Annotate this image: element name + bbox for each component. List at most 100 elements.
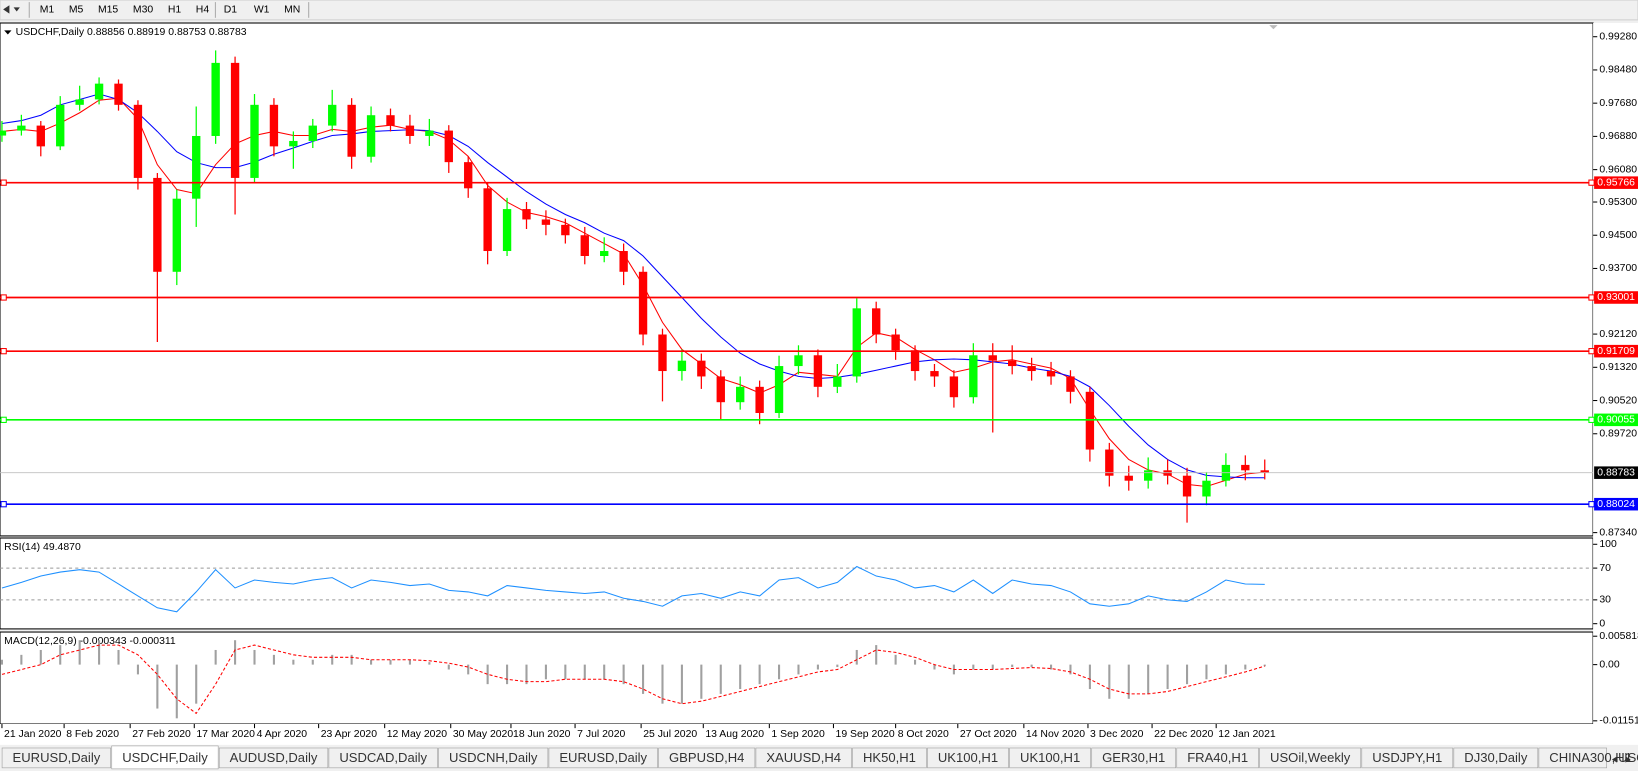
candle-body <box>405 125 415 136</box>
chart-tab[interactable]: XAUUSD,H4 <box>755 747 852 769</box>
tab-background <box>1176 747 1259 769</box>
tab-label[interactable]: AUDUSD,Daily <box>230 750 318 765</box>
y-tick-label: 0.89720 <box>1599 429 1637 440</box>
price-label-bg <box>1594 344 1638 358</box>
timeframe-button[interactable]: M15 <box>98 5 118 16</box>
candle-body <box>444 130 453 163</box>
price-label: 0.93001 <box>1597 292 1635 303</box>
chart-tab[interactable]: AUDUSD,Daily <box>218 747 329 769</box>
tab-background <box>755 747 852 769</box>
tab-background <box>658 747 756 769</box>
y-tick-label: 0.005818 <box>1599 631 1638 642</box>
tab-label[interactable]: USDCHF,Daily <box>122 750 208 765</box>
candle-body <box>366 115 376 157</box>
price-label: 0.88024 <box>1597 499 1635 510</box>
candle-body <box>541 219 551 225</box>
level-handle <box>1588 348 1595 355</box>
candle-body <box>172 198 181 272</box>
tab-background <box>1091 747 1177 769</box>
candle-body <box>1241 464 1250 471</box>
chart-tab[interactable]: DJ30,Daily <box>1453 747 1539 769</box>
x-tick-label: 19 Sep 2020 <box>836 729 895 740</box>
tab-label[interactable]: USDCAD,Daily <box>339 750 427 765</box>
price-label-bg <box>1594 413 1638 427</box>
tab-label[interactable]: FRA40,H1 <box>1187 750 1248 765</box>
candle-body <box>677 360 687 372</box>
chart-tab[interactable]: GER30,H1 <box>1091 747 1177 769</box>
tab-label[interactable]: UK100,H1 <box>1020 750 1080 765</box>
candle-body <box>1202 480 1211 497</box>
tab-label[interactable]: HK50,H1 <box>863 750 916 765</box>
chart-tab[interactable]: FRA40,H1 <box>1176 747 1259 769</box>
x-tick-label: 21 Jan 2020 <box>4 729 62 740</box>
timeframe-button[interactable]: M30 <box>133 5 153 16</box>
timeframe-button[interactable]: W1 <box>254 5 270 16</box>
chart-tab[interactable]: USDCAD,Daily <box>328 747 438 769</box>
tab-background <box>1009 747 1091 769</box>
candle-body <box>891 334 900 351</box>
tab-label[interactable]: CHINA300,H1 <box>1549 750 1632 765</box>
chart-tab[interactable]: CHINA300,H1 <box>1538 747 1632 769</box>
candle-body <box>483 188 492 252</box>
price-label: 0.91709 <box>1597 346 1635 357</box>
level-handle <box>1588 501 1595 508</box>
candle-body <box>988 355 997 361</box>
tab-scroll-arrows[interactable] <box>1611 756 1631 763</box>
tab-label[interactable]: EURUSD,Daily <box>13 750 101 765</box>
chart-tab[interactable]: USOil, <box>1618 750 1638 765</box>
toolbar-dropdown[interactable] <box>13 7 20 12</box>
x-tick-label: 7 Jul 2020 <box>577 729 625 740</box>
tab-label[interactable]: GBPUSD,H4 <box>669 750 744 765</box>
price-label: 0.95766 <box>1597 177 1635 188</box>
candle-body <box>230 62 240 178</box>
toolbar-icon[interactable] <box>3 5 10 14</box>
chart-tab[interactable]: GBPUSD,H4 <box>658 747 756 769</box>
candle-body <box>949 376 959 398</box>
tab-label[interactable]: USOil, <box>1618 750 1638 765</box>
chart-tab[interactable]: UK100,H1 <box>927 747 1009 769</box>
tab-label[interactable]: DJ30,Daily <box>1464 750 1528 765</box>
chart-tab[interactable]: USOil,Weekly <box>1259 747 1362 769</box>
tab-label[interactable]: UK100,H1 <box>938 750 998 765</box>
chart-tab[interactable]: USDCHF,Daily <box>111 745 219 770</box>
y-tick-label: 0.90520 <box>1599 395 1637 406</box>
chart-tab[interactable]: EURUSD,Daily <box>548 747 658 769</box>
tab-label[interactable]: XAUUSD,H4 <box>766 750 841 765</box>
x-tick-label: 14 Nov 2020 <box>1026 729 1085 740</box>
candle-body <box>36 125 45 147</box>
chart-tab[interactable]: EURUSD,Daily <box>1 747 112 769</box>
candle-body <box>813 355 823 387</box>
candle-body <box>425 130 434 136</box>
tab-background <box>548 747 658 769</box>
timeframe-button[interactable]: H4 <box>196 5 210 16</box>
x-tick-label: 8 Oct 2020 <box>898 729 949 740</box>
timeframe-button[interactable]: M5 <box>69 5 84 16</box>
x-tick-label: 8 Feb 2020 <box>66 729 119 740</box>
price-label-bg <box>1594 291 1638 304</box>
candle-body <box>386 115 395 126</box>
level-handle <box>1588 179 1595 186</box>
chart-tab[interactable]: USDCNH,Daily <box>438 747 549 769</box>
tab-label[interactable]: GER30,H1 <box>1102 750 1165 765</box>
chart-tab[interactable]: USDJPY,H1 <box>1361 747 1454 769</box>
candle-body <box>774 366 784 413</box>
chart-tab[interactable]: HK50,H1 <box>852 747 927 769</box>
candle-body <box>269 104 279 147</box>
tab-background <box>927 747 1009 769</box>
timeframe-button[interactable]: M1 <box>40 5 55 16</box>
candle-body <box>17 125 26 131</box>
tab-label[interactable]: USDJPY,H1 <box>1372 750 1442 765</box>
tab-label[interactable]: EURUSD,Daily <box>559 750 647 765</box>
timeframe-button[interactable]: H1 <box>168 5 182 16</box>
indicator-line <box>1 565 1265 613</box>
moving-average <box>1 97 1265 488</box>
y-tick-label: 0.00 <box>1599 659 1620 670</box>
tab-label[interactable]: USOil,Weekly <box>1270 750 1351 765</box>
chart-tab[interactable]: UK100,H1 <box>1009 747 1091 769</box>
timeframe-button[interactable]: D1 <box>224 5 238 16</box>
tab-label[interactable]: USDCNH,Daily <box>449 750 538 765</box>
timeframe-button[interactable]: MN <box>284 5 300 16</box>
tab-background <box>218 747 329 769</box>
candle-body <box>328 104 337 126</box>
